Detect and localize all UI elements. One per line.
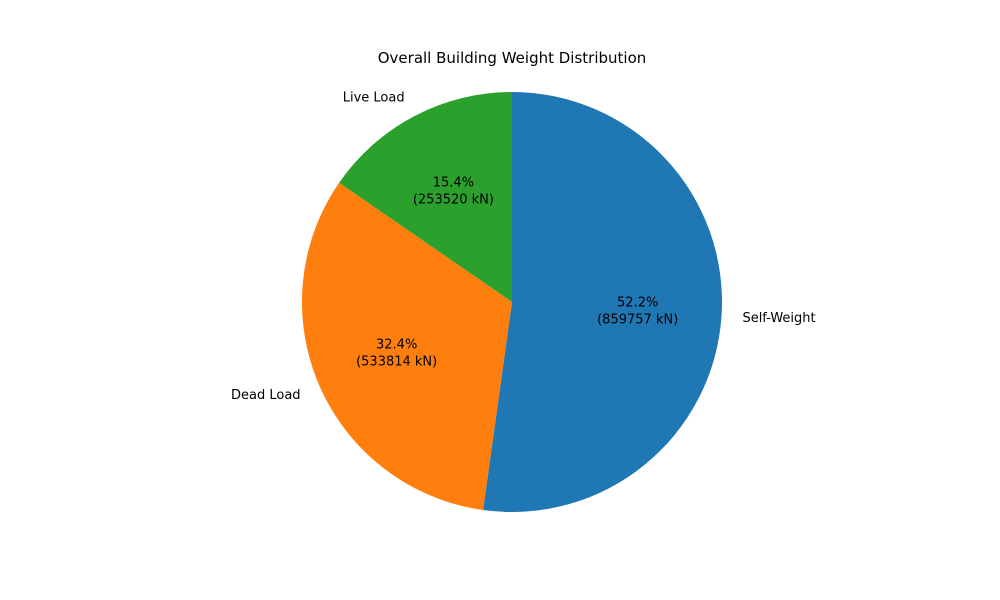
slice-percent: 32.4% xyxy=(376,338,417,353)
pie-slice-self-weight xyxy=(483,92,722,512)
chart-title: Overall Building Weight Distribution xyxy=(378,49,647,67)
pie-slice-live-load xyxy=(339,91,512,302)
pie-slices xyxy=(301,91,722,512)
slice-percent-label: 32.4% (533814 kN) xyxy=(356,338,437,370)
slice-label: Self-Weight xyxy=(742,311,815,326)
slice-percent-label: 15.4% (253520 kN) xyxy=(413,175,494,207)
slice-percent-label: 52.2% (859757 kN) xyxy=(597,296,678,328)
slice-percent: 15.4% xyxy=(433,175,474,190)
slice-label: Dead Load xyxy=(231,388,301,403)
slice-label: Live Load xyxy=(343,90,405,105)
slice-value: (253520 kN) xyxy=(413,192,494,207)
pie-slice-dead-load xyxy=(301,182,512,510)
slice-percent: 52.2% xyxy=(617,296,658,311)
slice-value: (533814 kN) xyxy=(356,355,437,370)
slice-value: (859757 kN) xyxy=(597,313,678,328)
pie-labels: Self-Weight 52.2% (859757 kN) Dead Load 32.4… xyxy=(231,90,816,403)
